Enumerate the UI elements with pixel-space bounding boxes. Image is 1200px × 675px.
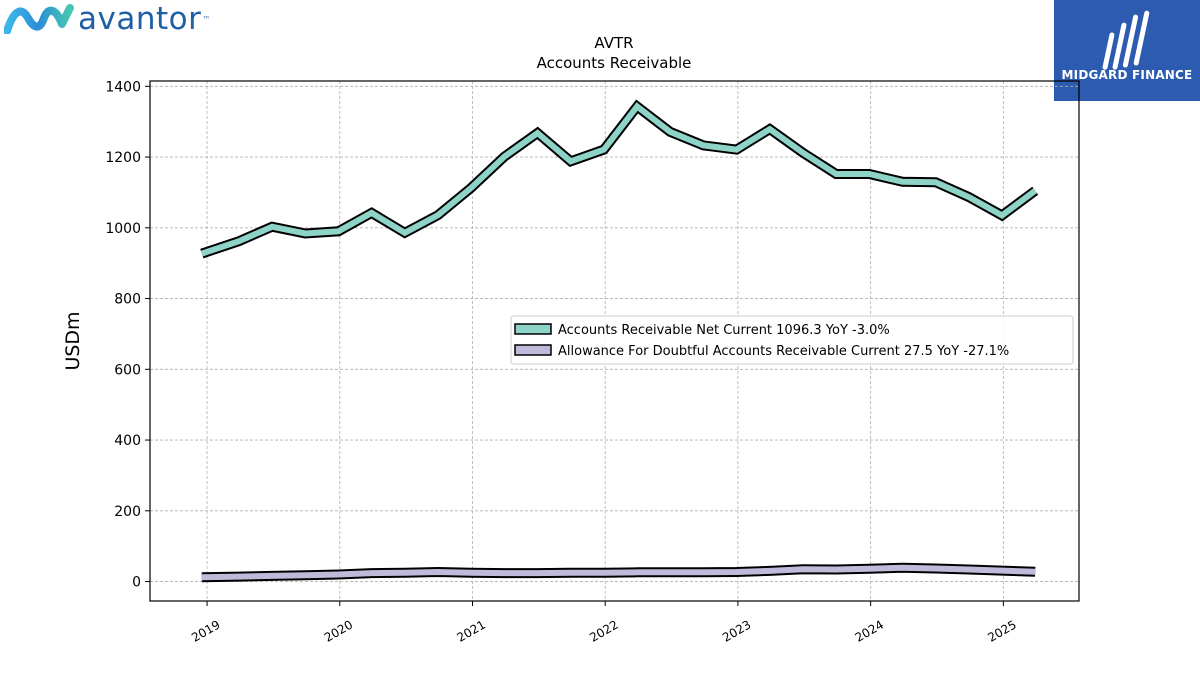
plot-frame	[149, 80, 1080, 602]
x-tick-label: 2025	[985, 617, 1018, 644]
x-tick-label: 2023	[720, 617, 753, 644]
legend-swatch-1	[514, 323, 552, 335]
brand-name: MIDGARD FINANCE	[1061, 68, 1193, 82]
legend-swatch-2	[514, 344, 552, 356]
series-1-line	[200, 102, 1037, 257]
chart-title: AVTR	[594, 34, 633, 52]
series-2-line	[201, 564, 1036, 581]
y-tick-label: 200	[114, 504, 141, 520]
avantor-wordmark: avantor	[78, 0, 202, 37]
midgard-emblem-icon	[1102, 10, 1150, 70]
x-tick-label: 2022	[587, 617, 620, 644]
y-tick-label: 800	[114, 292, 141, 308]
y-tick-label: 1400	[105, 79, 141, 95]
midgard-finance-badge: MIDGARD FINANCE	[1054, 0, 1200, 101]
y-axis-label: USDm	[62, 311, 84, 370]
chart-subtitle: Accounts Receivable	[537, 54, 692, 72]
x-tick-label: 2019	[189, 617, 222, 644]
legend: Accounts Receivable Net Current 1096.3 Y…	[510, 315, 1074, 365]
y-tick-label: 600	[114, 362, 141, 378]
trademark-symbol: ™	[202, 14, 211, 24]
y-tick-label: 0	[132, 575, 141, 591]
x-tick-label: 2021	[455, 617, 488, 644]
legend-label-1: Accounts Receivable Net Current 1096.3 Y…	[558, 323, 890, 338]
legend-label-2: Allowance For Doubtful Accounts Receivab…	[558, 344, 1009, 359]
legend-box	[510, 315, 1074, 365]
y-tick-label: 400	[114, 433, 141, 449]
series-layer	[200, 99, 1039, 583]
x-tick-label: 2020	[322, 617, 355, 644]
x-tick-label: 2024	[853, 617, 886, 644]
y-tick-label: 1200	[105, 150, 141, 166]
avantor-wave-icon	[4, 4, 74, 34]
avantor-logo: avantor ™	[4, 2, 210, 36]
y-tick-label: 1000	[105, 221, 141, 237]
